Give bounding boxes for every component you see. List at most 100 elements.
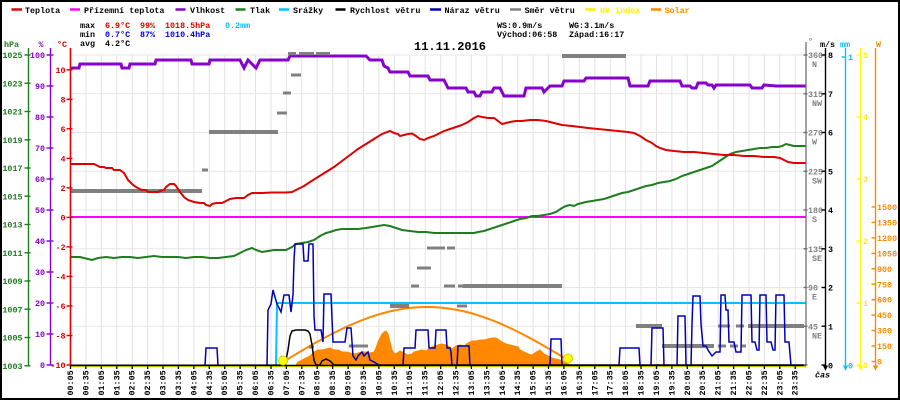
svg-text:S: S xyxy=(812,215,817,225)
svg-text:1: 1 xyxy=(828,322,833,332)
svg-text:87%: 87% xyxy=(140,30,156,40)
svg-text:02:35: 02:35 xyxy=(143,370,153,395)
svg-text:17:35: 17:35 xyxy=(606,370,616,395)
svg-text:20: 20 xyxy=(35,299,45,309)
svg-text:6: 6 xyxy=(60,125,65,135)
svg-text:08:05: 08:05 xyxy=(313,370,323,395)
svg-text:-4: -4 xyxy=(55,272,65,282)
svg-text:1005: 1005 xyxy=(2,334,22,344)
svg-text:Teplota: Teplota xyxy=(25,6,60,16)
svg-text:mm: mm xyxy=(840,40,850,50)
svg-text:15:05: 15:05 xyxy=(529,370,539,395)
svg-text:16:05: 16:05 xyxy=(559,370,569,395)
svg-text:60: 60 xyxy=(35,175,45,185)
svg-text:6.9°C: 6.9°C xyxy=(105,21,130,31)
svg-text:21:05: 21:05 xyxy=(714,370,724,395)
svg-text:23:05: 23:05 xyxy=(775,370,785,395)
svg-text:14:05: 14:05 xyxy=(498,370,508,395)
svg-text:1017: 1017 xyxy=(2,164,22,174)
svg-text:°: ° xyxy=(808,37,813,47)
svg-text:Přízemní teplota: Přízemní teplota xyxy=(84,6,164,16)
svg-text:07:35: 07:35 xyxy=(297,370,307,395)
svg-text:UV index: UV index xyxy=(600,6,640,16)
svg-text:14:35: 14:35 xyxy=(513,370,523,395)
svg-text:1023: 1023 xyxy=(2,79,22,89)
svg-text:17:05: 17:05 xyxy=(590,370,600,395)
svg-text:80: 80 xyxy=(35,113,45,123)
svg-text:22:05: 22:05 xyxy=(745,370,755,395)
svg-text:1011: 1011 xyxy=(2,249,22,259)
svg-text:1350: 1350 xyxy=(877,218,897,228)
svg-text:3: 3 xyxy=(828,245,833,255)
svg-text:05:35: 05:35 xyxy=(236,370,246,395)
svg-text:SW: SW xyxy=(812,176,823,186)
svg-text:Směr větru: Směr větru xyxy=(525,6,575,16)
svg-text:-10: -10 xyxy=(50,361,65,371)
svg-text:750: 750 xyxy=(877,280,892,290)
svg-text:8: 8 xyxy=(828,51,833,61)
svg-text:10: 10 xyxy=(55,66,65,76)
svg-text:09:35: 09:35 xyxy=(359,370,369,395)
svg-text:1200: 1200 xyxy=(877,234,897,244)
svg-text:E: E xyxy=(812,293,817,303)
svg-text:6: 6 xyxy=(828,129,833,139)
svg-text:Srážky: Srážky xyxy=(293,6,323,16)
svg-text:11.11.2016: 11.11.2016 xyxy=(414,40,486,54)
svg-text:09:05: 09:05 xyxy=(344,370,354,395)
svg-text:1: 1 xyxy=(863,299,868,309)
svg-text:-2: -2 xyxy=(55,243,65,253)
svg-text:1019: 1019 xyxy=(2,136,22,146)
svg-text:°C: °C xyxy=(57,40,67,50)
svg-text:Západ:16:17: Západ:16:17 xyxy=(569,30,624,40)
svg-text:SE: SE xyxy=(812,254,822,264)
svg-text:06:35: 06:35 xyxy=(267,370,277,395)
svg-text:10:35: 10:35 xyxy=(390,370,400,395)
svg-text:45: 45 xyxy=(808,322,818,332)
svg-text:WG:3.1m/s: WG:3.1m/s xyxy=(569,21,614,31)
svg-text:100: 100 xyxy=(30,51,45,61)
svg-text:m/s: m/s xyxy=(820,40,835,50)
svg-text:3: 3 xyxy=(863,175,868,185)
svg-text:01:35: 01:35 xyxy=(112,370,122,395)
svg-text:WS:0.9m/s: WS:0.9m/s xyxy=(497,21,542,31)
svg-text:05:05: 05:05 xyxy=(220,370,230,395)
svg-text:4: 4 xyxy=(60,154,65,164)
svg-text:06:05: 06:05 xyxy=(251,370,261,395)
svg-text:300: 300 xyxy=(877,327,892,337)
svg-text:8: 8 xyxy=(60,95,65,105)
svg-text:10:05: 10:05 xyxy=(374,370,384,395)
svg-text:5: 5 xyxy=(863,51,868,61)
svg-text:1025: 1025 xyxy=(2,51,22,61)
svg-text:4.2°C: 4.2°C xyxy=(105,39,130,49)
svg-text:08:35: 08:35 xyxy=(328,370,338,395)
svg-text:07:05: 07:05 xyxy=(282,370,292,395)
svg-text:360: 360 xyxy=(808,51,823,61)
svg-text:hPa: hPa xyxy=(4,40,19,50)
svg-text:00:35: 00:35 xyxy=(81,370,91,395)
svg-text:18:05: 18:05 xyxy=(621,370,631,395)
svg-text:1007: 1007 xyxy=(2,305,22,315)
svg-text:21:35: 21:35 xyxy=(729,370,739,395)
svg-text:600: 600 xyxy=(877,296,892,306)
svg-text:225: 225 xyxy=(808,167,823,177)
svg-text:12:05: 12:05 xyxy=(436,370,446,395)
svg-text:90: 90 xyxy=(35,82,45,92)
svg-text:Rychlost větru: Rychlost větru xyxy=(350,6,420,16)
svg-text:W: W xyxy=(812,138,818,148)
svg-text:15:35: 15:35 xyxy=(544,370,554,395)
svg-text:0.7°C: 0.7°C xyxy=(105,30,130,40)
svg-text:23:35: 23:35 xyxy=(791,370,801,395)
svg-text:N: N xyxy=(812,60,817,70)
svg-text:7: 7 xyxy=(828,90,833,100)
svg-text:-8: -8 xyxy=(55,331,65,341)
svg-text:22:35: 22:35 xyxy=(760,370,770,395)
svg-text:04:35: 04:35 xyxy=(205,370,215,395)
svg-text:Východ:06:58: Východ:06:58 xyxy=(497,30,557,40)
svg-text:0: 0 xyxy=(863,361,868,371)
svg-text:19:05: 19:05 xyxy=(652,370,662,395)
svg-text:11:35: 11:35 xyxy=(421,370,431,395)
svg-text:13:35: 13:35 xyxy=(482,370,492,395)
svg-text:50: 50 xyxy=(35,206,45,216)
svg-text:1009: 1009 xyxy=(2,277,22,287)
svg-text:2: 2 xyxy=(60,184,65,194)
